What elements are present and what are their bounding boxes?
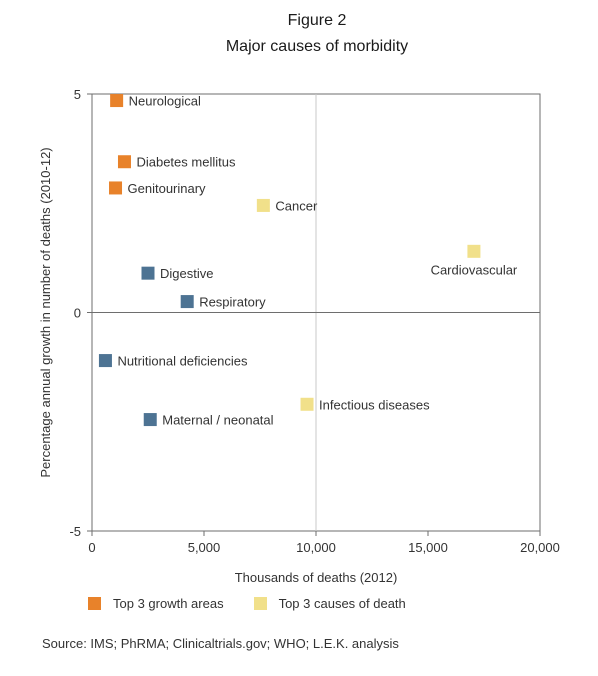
y-tick-label: 0 <box>74 306 81 321</box>
data-point <box>141 266 155 280</box>
point-label: Cancer <box>275 198 318 213</box>
point-label: Diabetes mellitus <box>136 155 235 170</box>
x-axis-label: Thousands of deaths (2012) <box>235 570 398 585</box>
x-tick-label: 10,000 <box>296 540 336 555</box>
data-point <box>117 155 131 169</box>
data-point <box>256 198 270 212</box>
point-label: Genitourinary <box>128 181 207 196</box>
point-label: Digestive <box>160 266 213 281</box>
x-tick-label: 15,000 <box>408 540 448 555</box>
data-point <box>180 295 194 309</box>
point-label: Maternal / neonatal <box>162 413 273 428</box>
title-block: Figure 2 Major causes of morbidity <box>0 10 598 58</box>
data-point <box>109 181 123 195</box>
point-label: Neurological <box>129 94 201 109</box>
y-tick-label: -5 <box>69 524 81 539</box>
data-point <box>300 397 314 411</box>
point-label: Infectious diseases <box>319 397 430 412</box>
legend-label-death: Top 3 causes of death <box>278 596 406 611</box>
source-note: Source: IMS; PhRMA; Clinicaltrials.gov; … <box>42 636 399 651</box>
point-label: Cardiovascular <box>431 262 518 277</box>
legend-item-death: Top 3 causes of death <box>253 596 406 611</box>
legend: Top 3 growth areas Top 3 causes of death <box>88 596 436 611</box>
x-tick-label: 5,000 <box>188 540 221 555</box>
data-point <box>110 94 124 108</box>
legend-item-growth: Top 3 growth areas <box>88 596 224 611</box>
point-label: Respiratory <box>199 295 266 310</box>
legend-swatch-death <box>253 597 267 610</box>
y-axis-label: Percentage annual growth in number of de… <box>38 147 53 477</box>
data-point <box>98 354 112 368</box>
point-label: Nutritional deficiencies <box>117 354 248 369</box>
data-point <box>467 244 481 258</box>
data-point <box>143 413 157 427</box>
legend-label-growth: Top 3 growth areas <box>113 596 224 611</box>
y-tick-label: 5 <box>74 87 81 102</box>
x-tick-label: 20,000 <box>520 540 560 555</box>
x-tick-label: 0 <box>88 540 95 555</box>
legend-swatch-growth <box>88 597 101 610</box>
chart-title: Major causes of morbidity <box>225 38 409 55</box>
figure-label: Figure 2 <box>287 12 347 29</box>
